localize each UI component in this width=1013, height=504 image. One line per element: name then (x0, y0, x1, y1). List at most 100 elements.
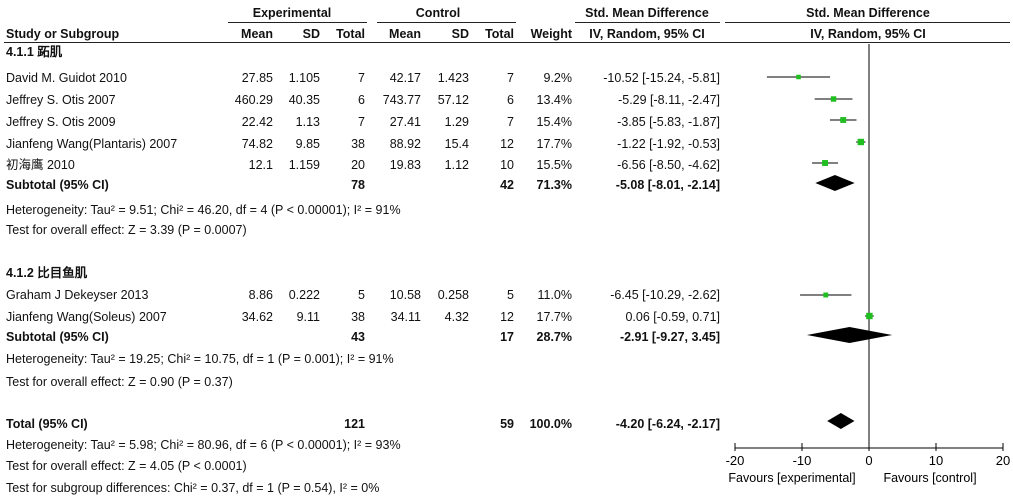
effect-ci: -3.85 [-5.83, -1.87] (617, 115, 720, 129)
exp-sd: 1.159 (288, 158, 320, 172)
subgroup-header: 4.1.2 比目鱼肌 (6, 266, 88, 280)
statistics-note: Test for overall effect: Z = 0.90 (P = 0… (6, 375, 233, 389)
header-smd-plot: Std. Mean Difference (806, 6, 930, 20)
ctrl-mean: 34.11 (390, 310, 421, 324)
header-rule (4, 42, 1010, 43)
weight: 28.7% (536, 330, 572, 344)
exp-total: 38 (351, 310, 365, 324)
subgroup-header: 4.1.1 跖肌 (6, 45, 63, 59)
ctrl-sd: 1.423 (437, 71, 469, 85)
ctrl-total: 7 (507, 115, 514, 129)
weight: 71.3% (536, 178, 572, 192)
exp-mean: 8.86 (248, 288, 273, 302)
ctrl-total: 59 (500, 417, 514, 431)
exp-total: 121 (344, 417, 365, 431)
exp-sd: 40.35 (288, 93, 320, 107)
exp-sd: 9.11 (296, 310, 320, 324)
table-row-name: Graham J Dekeyser 2013 (6, 288, 149, 302)
study-point (866, 312, 873, 320)
table-row-name: 初海鹰 2010 (6, 158, 75, 172)
exp-total: 7 (358, 115, 365, 129)
statistics-note: Test for subgroup differences: Chi² = 0.… (6, 481, 380, 495)
effect-ci: -1.22 [-1.92, -0.53] (617, 137, 720, 151)
header-experimental: Experimental (252, 6, 332, 20)
exp-sd: 1.13 (295, 115, 320, 129)
exp-sd: 0.222 (288, 288, 320, 302)
header-control: Control (415, 6, 461, 20)
effect-ci: -2.91 [-9.27, 3.45] (619, 330, 720, 344)
study-point (823, 292, 829, 298)
favours-control-label: Favours [control] (883, 471, 976, 485)
effect-ci: 0.06 [-0.59, 0.71] (625, 310, 720, 324)
statistics-note: Heterogeneity: Tau² = 19.25; Chi² = 10.7… (6, 352, 394, 366)
exp-total: 38 (351, 137, 365, 151)
ctrl-sd: 4.32 (444, 310, 469, 324)
exp-mean: 12.1 (248, 158, 273, 172)
exp-sd: 1.105 (288, 71, 320, 85)
ctrl-sd: 15.4 (444, 137, 469, 151)
header-rule (377, 22, 516, 23)
ctrl-mean: 743.77 (382, 93, 421, 107)
ctrl-total: 6 (507, 93, 514, 107)
table-row-name: Jianfeng Wang(Plantaris) 2007 (6, 137, 178, 151)
study-point (796, 74, 801, 80)
ctrl-total: 10 (500, 158, 514, 172)
exp-total: 7 (358, 71, 365, 85)
table-row-name: Jeffrey S. Otis 2009 (6, 115, 116, 129)
header-exp-total: Total (336, 27, 365, 41)
exp-total: 5 (358, 288, 365, 302)
effect-ci: -6.45 [-10.29, -2.62] (610, 288, 720, 302)
effect-ci: -5.08 [-8.01, -2.14] (615, 178, 720, 192)
ctrl-total: 5 (507, 288, 514, 302)
weight: 100.0% (529, 417, 572, 431)
subtotal-row-name: Subtotal (95% CI) (6, 330, 109, 344)
ctrl-mean: 19.83 (389, 158, 421, 172)
header-exp-mean: Mean (241, 27, 273, 41)
x-tick-label: 20 (996, 453, 1010, 468)
pooled-diamond (815, 175, 855, 191)
ctrl-total: 12 (500, 137, 514, 151)
header-smd: Std. Mean Difference (585, 6, 709, 20)
exp-mean: 22.42 (241, 115, 273, 129)
weight: 11.0% (537, 288, 572, 302)
header-weight: Weight (530, 27, 572, 41)
ctrl-mean: 42.17 (389, 71, 421, 85)
weight: 9.2% (543, 71, 573, 85)
header-method: IV, Random, 95% CI (589, 27, 705, 41)
study-point (857, 138, 865, 146)
header-ctrl-total: Total (485, 27, 514, 41)
x-tick-label: -20 (726, 453, 745, 468)
weight: 13.4% (536, 93, 572, 107)
exp-total: 20 (351, 158, 365, 172)
header-method-plot: IV, Random, 95% CI (810, 27, 926, 41)
effect-ci: -10.52 [-15.24, -5.81] (603, 71, 720, 85)
x-tick-label: -10 (793, 453, 812, 468)
exp-mean: 74.82 (241, 137, 273, 151)
table-row-name: Jianfeng Wang(Soleus) 2007 (6, 310, 167, 324)
exp-total: 78 (351, 178, 365, 192)
ctrl-sd: 57.12 (437, 93, 469, 107)
statistics-note: Test for overall effect: Z = 4.05 (P < 0… (6, 459, 247, 473)
effect-ci: -6.56 [-8.50, -4.62] (617, 158, 720, 172)
effect-ci: -5.29 [-8.11, -2.47] (618, 93, 720, 107)
total-row-name: Total (95% CI) (6, 417, 88, 431)
weight: 15.5% (536, 158, 572, 172)
subtotal-row-name: Subtotal (95% CI) (6, 178, 109, 192)
statistics-note: Heterogeneity: Tau² = 9.51; Chi² = 46.20… (6, 203, 401, 217)
header-ctrl-mean: Mean (389, 27, 421, 41)
ctrl-total: 7 (507, 71, 514, 85)
header-rule (575, 22, 720, 23)
study-point (830, 96, 837, 102)
header-exp-sd: SD (302, 27, 320, 41)
ctrl-mean: 10.58 (389, 288, 421, 302)
exp-total: 6 (358, 93, 365, 107)
header-rule (228, 22, 367, 23)
study-point (822, 160, 829, 166)
favours-experimental-label: Favours [experimental] (728, 471, 855, 485)
ctrl-mean: 27.41 (389, 115, 421, 129)
weight: 17.7% (536, 137, 572, 151)
exp-mean: 27.85 (241, 71, 273, 85)
ctrl-sd: 0.258 (437, 288, 469, 302)
ctrl-total: 12 (500, 310, 514, 324)
table-row-name: Jeffrey S. Otis 2007 (6, 93, 116, 107)
